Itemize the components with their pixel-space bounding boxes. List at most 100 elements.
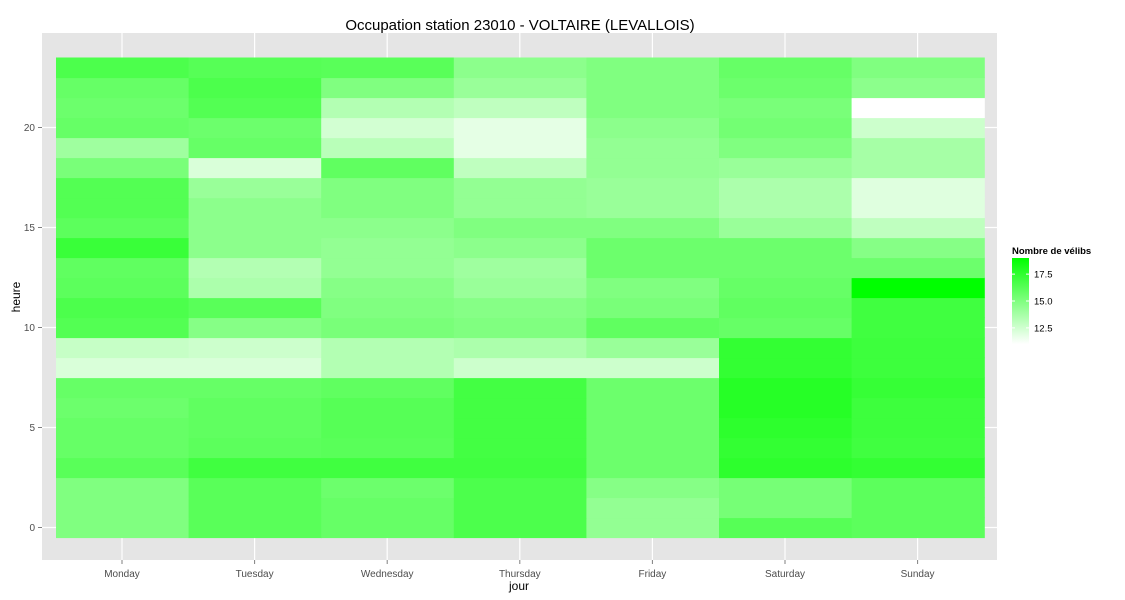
heatmap-cell bbox=[586, 237, 720, 259]
heatmap-cell bbox=[453, 97, 587, 119]
heatmap-cell bbox=[719, 437, 853, 459]
legend: Nombre de vélibs 12.5 15.0 17.5 bbox=[1012, 246, 1091, 344]
heatmap-cell bbox=[453, 337, 587, 359]
x-tick-label: Monday bbox=[104, 569, 140, 580]
heatmap-cell bbox=[321, 317, 455, 339]
heatmap-cell bbox=[188, 457, 322, 479]
legend-colorbar bbox=[1012, 258, 1029, 344]
heatmap-cell bbox=[453, 437, 587, 459]
heatmap-cell bbox=[321, 437, 455, 459]
heatmap-cell bbox=[586, 357, 720, 379]
heatmap-cell bbox=[586, 457, 720, 479]
heatmap-cell bbox=[56, 437, 190, 459]
heatmap-cell bbox=[851, 137, 985, 159]
x-tick-label: Tuesday bbox=[236, 569, 274, 580]
heatmap-cell bbox=[586, 497, 720, 519]
heatmap-cell bbox=[851, 437, 985, 459]
heatmap-cell bbox=[321, 457, 455, 479]
heatmap-cell bbox=[851, 197, 985, 219]
x-tick-label: Thursday bbox=[499, 569, 541, 580]
heatmap-cell bbox=[453, 157, 587, 179]
y-axis: 0 5 10 15 20 bbox=[24, 123, 42, 534]
heatmap-cell bbox=[321, 297, 455, 319]
heatmap-cell bbox=[321, 197, 455, 219]
y-axis-title: heure bbox=[9, 281, 23, 312]
x-tick-label: Friday bbox=[639, 569, 667, 580]
heatmap-cell bbox=[188, 237, 322, 259]
heatmap-cell bbox=[719, 457, 853, 479]
heatmap-cell bbox=[851, 177, 985, 199]
heatmap-cell bbox=[321, 277, 455, 299]
heatmap-cell bbox=[56, 257, 190, 279]
heatmap-cell bbox=[453, 377, 587, 399]
heatmap-cell bbox=[188, 137, 322, 159]
heatmap-cell bbox=[586, 197, 720, 219]
heatmap-cell bbox=[851, 277, 985, 299]
heatmap-cell bbox=[586, 517, 720, 539]
y-tick-label: 15 bbox=[24, 223, 36, 234]
heatmap-cell bbox=[321, 357, 455, 379]
heatmap-cell bbox=[851, 117, 985, 139]
heatmap-cell bbox=[453, 417, 587, 439]
heatmap-cell bbox=[321, 57, 455, 79]
heatmap-cell bbox=[851, 497, 985, 519]
heatmap-cell bbox=[188, 177, 322, 199]
heatmap-cell bbox=[188, 277, 322, 299]
heatmap-cell bbox=[56, 337, 190, 359]
heatmap-cell bbox=[851, 257, 985, 279]
heatmap-cell bbox=[851, 477, 985, 499]
heatmap-cell bbox=[851, 157, 985, 179]
heatmap-cell bbox=[719, 277, 853, 299]
heatmap-cell bbox=[719, 317, 853, 339]
heatmap-cell bbox=[719, 477, 853, 499]
heatmap-cell bbox=[321, 237, 455, 259]
y-tick-label: 0 bbox=[29, 523, 35, 534]
heatmap-cell bbox=[851, 397, 985, 419]
heatmap-cell bbox=[453, 117, 587, 139]
heatmap-cell bbox=[851, 317, 985, 339]
heatmap-cell bbox=[851, 57, 985, 79]
heatmap-cell bbox=[453, 77, 587, 99]
heatmap-cell bbox=[453, 397, 587, 419]
heatmap-cell bbox=[851, 517, 985, 539]
heatmap-cell bbox=[188, 157, 322, 179]
heatmap-cell bbox=[56, 397, 190, 419]
heatmap-cell bbox=[719, 57, 853, 79]
heatmap-cell bbox=[56, 297, 190, 319]
x-axis: Monday Tuesday Wednesday Thursday Friday Satu… bbox=[104, 560, 935, 580]
heatmap-cell bbox=[453, 357, 587, 379]
heatmap-cell bbox=[56, 77, 190, 99]
legend-tick-label: 15.0 bbox=[1034, 297, 1053, 308]
heatmap-cell bbox=[56, 97, 190, 119]
heatmap-cell bbox=[453, 277, 587, 299]
heatmap-cell bbox=[851, 297, 985, 319]
heatmap-cell bbox=[321, 177, 455, 199]
heatmap-cell bbox=[188, 337, 322, 359]
heatmap-cell bbox=[719, 297, 853, 319]
heatmap-cell bbox=[719, 237, 853, 259]
heatmap-cell bbox=[321, 257, 455, 279]
heatmap-cell bbox=[188, 417, 322, 439]
heatmap-cell bbox=[321, 377, 455, 399]
heatmap-cell bbox=[586, 117, 720, 139]
heatmap-cell bbox=[188, 317, 322, 339]
heatmap-cell bbox=[586, 77, 720, 99]
heatmap-cell bbox=[719, 337, 853, 359]
heatmap-cell bbox=[321, 417, 455, 439]
heatmap-cell bbox=[188, 57, 322, 79]
heatmap-cell bbox=[453, 257, 587, 279]
heatmap-cell bbox=[321, 497, 455, 519]
heatmap-cell bbox=[188, 77, 322, 99]
heatmap-cell bbox=[321, 477, 455, 499]
heatmap-cell bbox=[56, 377, 190, 399]
heatmap-cell bbox=[56, 357, 190, 379]
chart-title: Occupation station 23010 - VOLTAIRE (LEV… bbox=[345, 17, 694, 34]
heatmap-cell bbox=[586, 417, 720, 439]
heatmap-cell bbox=[188, 377, 322, 399]
legend-tick-label: 12.5 bbox=[1034, 323, 1053, 334]
heatmap-cell bbox=[851, 77, 985, 99]
heatmap-cell bbox=[56, 137, 190, 159]
heatmap-cell bbox=[56, 237, 190, 259]
heatmap-cell bbox=[453, 237, 587, 259]
heatmap-cell bbox=[453, 297, 587, 319]
